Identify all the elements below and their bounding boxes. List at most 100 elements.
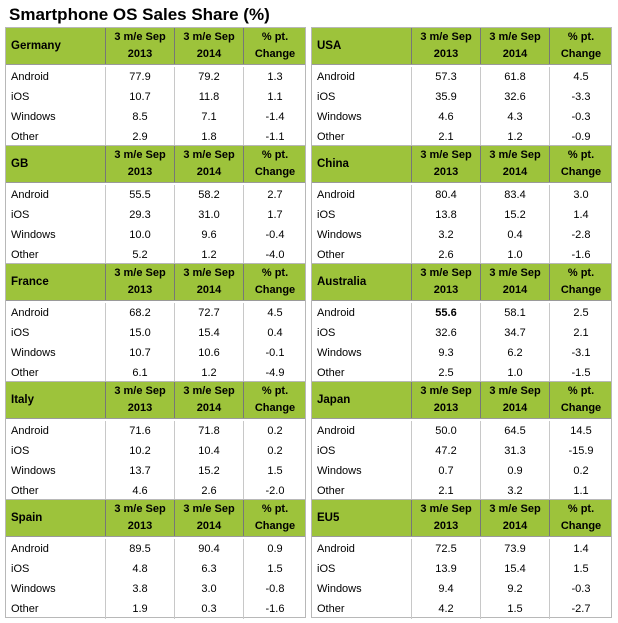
header-line: 3 m/e Sep bbox=[489, 267, 541, 279]
page-title: Smartphone OS Sales Share (%) bbox=[9, 5, 270, 24]
table-row: Android 80.4 83.4 3.0 bbox=[312, 185, 611, 205]
value-change: 14.5 bbox=[570, 425, 592, 437]
value-2013: 80.4 bbox=[412, 185, 481, 205]
value-2013: 0.7 bbox=[412, 461, 481, 481]
value-2014: 15.4 bbox=[175, 323, 244, 343]
table-row: Other 6.1 1.2 -4.9 bbox=[6, 363, 305, 383]
header-line: 3 m/e Sep bbox=[489, 503, 541, 515]
value-2013: 4.2 bbox=[412, 599, 481, 619]
value-change: -2.8 bbox=[571, 229, 591, 241]
value-2014: 1.2 bbox=[175, 363, 244, 383]
value-2014: 4.3 bbox=[481, 107, 550, 127]
os-name: Android bbox=[312, 67, 412, 87]
header-pct-change: % pt. Change bbox=[244, 264, 306, 300]
value-2013: 10.7 bbox=[106, 343, 175, 363]
os-name: Other bbox=[312, 127, 412, 147]
panel-header: EU5 3 m/e Sep 2013 3 m/e Sep 2014 % pt. Change bbox=[312, 500, 611, 537]
country-panel: Japan 3 m/e Sep 2013 3 m/e Sep 2014 % pt. Chan… bbox=[311, 381, 612, 501]
header-line: 3 m/e Sep bbox=[114, 385, 166, 397]
country-name: Japan bbox=[312, 382, 412, 418]
table-row: iOS 32.6 34.7 2.1 bbox=[312, 323, 611, 343]
country-name: GB bbox=[6, 146, 106, 182]
country-panel: EU5 3 m/e Sep 2013 3 m/e Sep 2014 % pt. Change… bbox=[311, 499, 612, 619]
value-change: -0.9 bbox=[571, 131, 591, 143]
os-name: Windows bbox=[6, 579, 106, 599]
value-2014: 31.3 bbox=[481, 441, 550, 461]
table-row: iOS 15.0 15.4 0.4 bbox=[6, 323, 305, 343]
header-line: % pt. bbox=[261, 385, 289, 397]
header-line: 3 m/e Sep bbox=[183, 267, 235, 279]
header-line: % pt. bbox=[567, 385, 595, 397]
header-3me-sep-2013: 3 m/e Sep 2013 bbox=[106, 28, 175, 64]
value-change: 2.5 bbox=[573, 307, 589, 319]
value-2014: 10.4 bbox=[175, 441, 244, 461]
header-pct-change: % pt. Change bbox=[244, 28, 306, 64]
value-2013: 13.9 bbox=[412, 559, 481, 579]
table-row: Other 4.6 2.6 -2.0 bbox=[6, 481, 305, 501]
value-change: -4.9 bbox=[265, 367, 285, 379]
value-2014: 58.1 bbox=[481, 303, 550, 323]
value-2013: 57.3 bbox=[412, 67, 481, 87]
header-line: 2014 bbox=[502, 520, 528, 532]
value-2013: 77.9 bbox=[106, 67, 175, 87]
panel-header: Australia 3 m/e Sep 2013 3 m/e Sep 2014 % pt.… bbox=[312, 264, 611, 301]
value-change: 0.2 bbox=[267, 445, 283, 457]
panel-header: France 3 m/e Sep 2013 3 m/e Sep 2014 % pt. Cha… bbox=[6, 264, 305, 301]
os-name: iOS bbox=[6, 559, 106, 579]
value-change: -0.4 bbox=[265, 229, 285, 241]
value-2013: 71.6 bbox=[106, 421, 175, 441]
header-pct-change: % pt. Change bbox=[550, 264, 612, 300]
country-name: Spain bbox=[6, 500, 106, 536]
header-line: 2014 bbox=[196, 48, 222, 60]
header-line: % pt. bbox=[567, 503, 595, 515]
value-2014: 1.2 bbox=[175, 245, 244, 265]
header-line: % pt. bbox=[567, 149, 595, 161]
os-name: Android bbox=[312, 421, 412, 441]
header-line: % pt. bbox=[567, 31, 595, 43]
table-row: iOS 10.7 11.8 1.1 bbox=[6, 87, 305, 107]
header-3me-sep-2013: 3 m/e Sep 2013 bbox=[412, 500, 481, 536]
header-line: 3 m/e Sep bbox=[183, 31, 235, 43]
os-name: iOS bbox=[312, 205, 412, 225]
value-2014: 9.2 bbox=[481, 579, 550, 599]
os-name: Other bbox=[6, 599, 106, 619]
header-line: 3 m/e Sep bbox=[114, 503, 166, 515]
header-3me-sep-2013: 3 m/e Sep 2013 bbox=[412, 146, 481, 182]
table-row: Windows 13.7 15.2 1.5 bbox=[6, 461, 305, 481]
value-2014: 15.2 bbox=[175, 461, 244, 481]
header-line: % pt. bbox=[261, 267, 289, 279]
os-name: iOS bbox=[312, 441, 412, 461]
table-row: Windows 4.6 4.3 -0.3 bbox=[312, 107, 611, 127]
value-2014: 31.0 bbox=[175, 205, 244, 225]
table-row: Android 89.5 90.4 0.9 bbox=[6, 539, 305, 559]
table-row: Other 2.1 1.2 -0.9 bbox=[312, 127, 611, 147]
header-pct-change: % pt. Change bbox=[550, 500, 612, 536]
value-2014: 0.4 bbox=[481, 225, 550, 245]
header-line: 2014 bbox=[196, 402, 222, 414]
header-line: Change bbox=[560, 48, 602, 60]
header-pct-change: % pt. Change bbox=[244, 146, 306, 182]
value-2013: 68.2 bbox=[106, 303, 175, 323]
value-change: -1.1 bbox=[265, 131, 285, 143]
value-2013: 47.2 bbox=[412, 441, 481, 461]
header-line: 2013 bbox=[433, 520, 459, 532]
os-name: Windows bbox=[6, 343, 106, 363]
header-pct-change: % pt. Change bbox=[550, 382, 612, 418]
header-line: % pt. bbox=[261, 149, 289, 161]
value-2014: 34.7 bbox=[481, 323, 550, 343]
value-2014: 32.6 bbox=[481, 87, 550, 107]
value-change: -0.3 bbox=[571, 111, 591, 123]
value-2014: 2.6 bbox=[175, 481, 244, 501]
header-line: 2013 bbox=[127, 284, 153, 296]
os-name: Android bbox=[312, 539, 412, 559]
table-row: Android 77.9 79.2 1.3 bbox=[6, 67, 305, 87]
os-name: Other bbox=[6, 245, 106, 265]
header-3me-sep-2014: 3 m/e Sep 2014 bbox=[175, 146, 244, 182]
header-line: 2014 bbox=[502, 284, 528, 296]
header-line: 2013 bbox=[433, 48, 459, 60]
value-change: 0.2 bbox=[267, 425, 283, 437]
panel-header: GB 3 m/e Sep 2013 3 m/e Sep 2014 % pt. Change bbox=[6, 146, 305, 183]
header-line: Change bbox=[254, 402, 296, 414]
value-change: 4.5 bbox=[573, 71, 589, 83]
header-line: 3 m/e Sep bbox=[420, 267, 472, 279]
